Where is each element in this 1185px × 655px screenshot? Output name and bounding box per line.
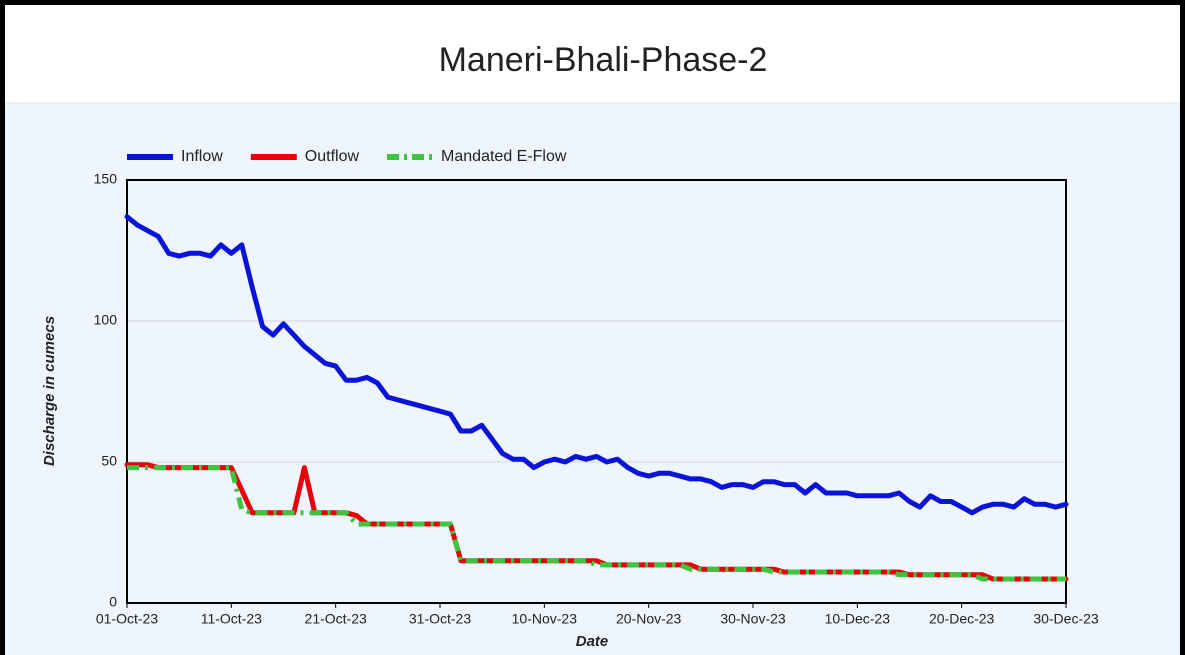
y-tick-label: 100 [94, 312, 118, 328]
x-tick-label: 30-Nov-23 [720, 611, 786, 627]
plot-background [5, 103, 1180, 655]
x-tick-label: 20-Nov-23 [616, 611, 682, 627]
x-tick-label: 10-Nov-23 [512, 611, 578, 627]
series-line [124, 214, 1069, 516]
y-axis-label: Discharge in cumecs [41, 316, 58, 466]
y-tick-label: 0 [109, 594, 117, 610]
legend-label: Inflow [181, 148, 223, 165]
x-tick-label: 01-Oct-23 [96, 611, 158, 627]
y-tick-label: 150 [94, 171, 118, 187]
x-tick-label: 20-Dec-23 [929, 611, 995, 627]
x-tick-label: 31-Oct-23 [409, 611, 471, 627]
plot-border [126, 179, 1067, 604]
x-tick-label: 30-Dec-23 [1033, 611, 1099, 627]
legend-label: Mandated E-Flow [441, 148, 567, 165]
x-axis-label: Date [576, 633, 609, 650]
x-tick-label: 21-Oct-23 [305, 611, 367, 627]
series-line [127, 465, 1066, 582]
x-tick-label: 10-Dec-23 [825, 611, 891, 627]
y-tick-label: 50 [101, 453, 117, 469]
legend-label: Outflow [305, 148, 360, 165]
x-tick-label: 11-Oct-23 [201, 611, 262, 627]
chart-title: Maneri-Bhali-Phase-2 [439, 41, 768, 79]
